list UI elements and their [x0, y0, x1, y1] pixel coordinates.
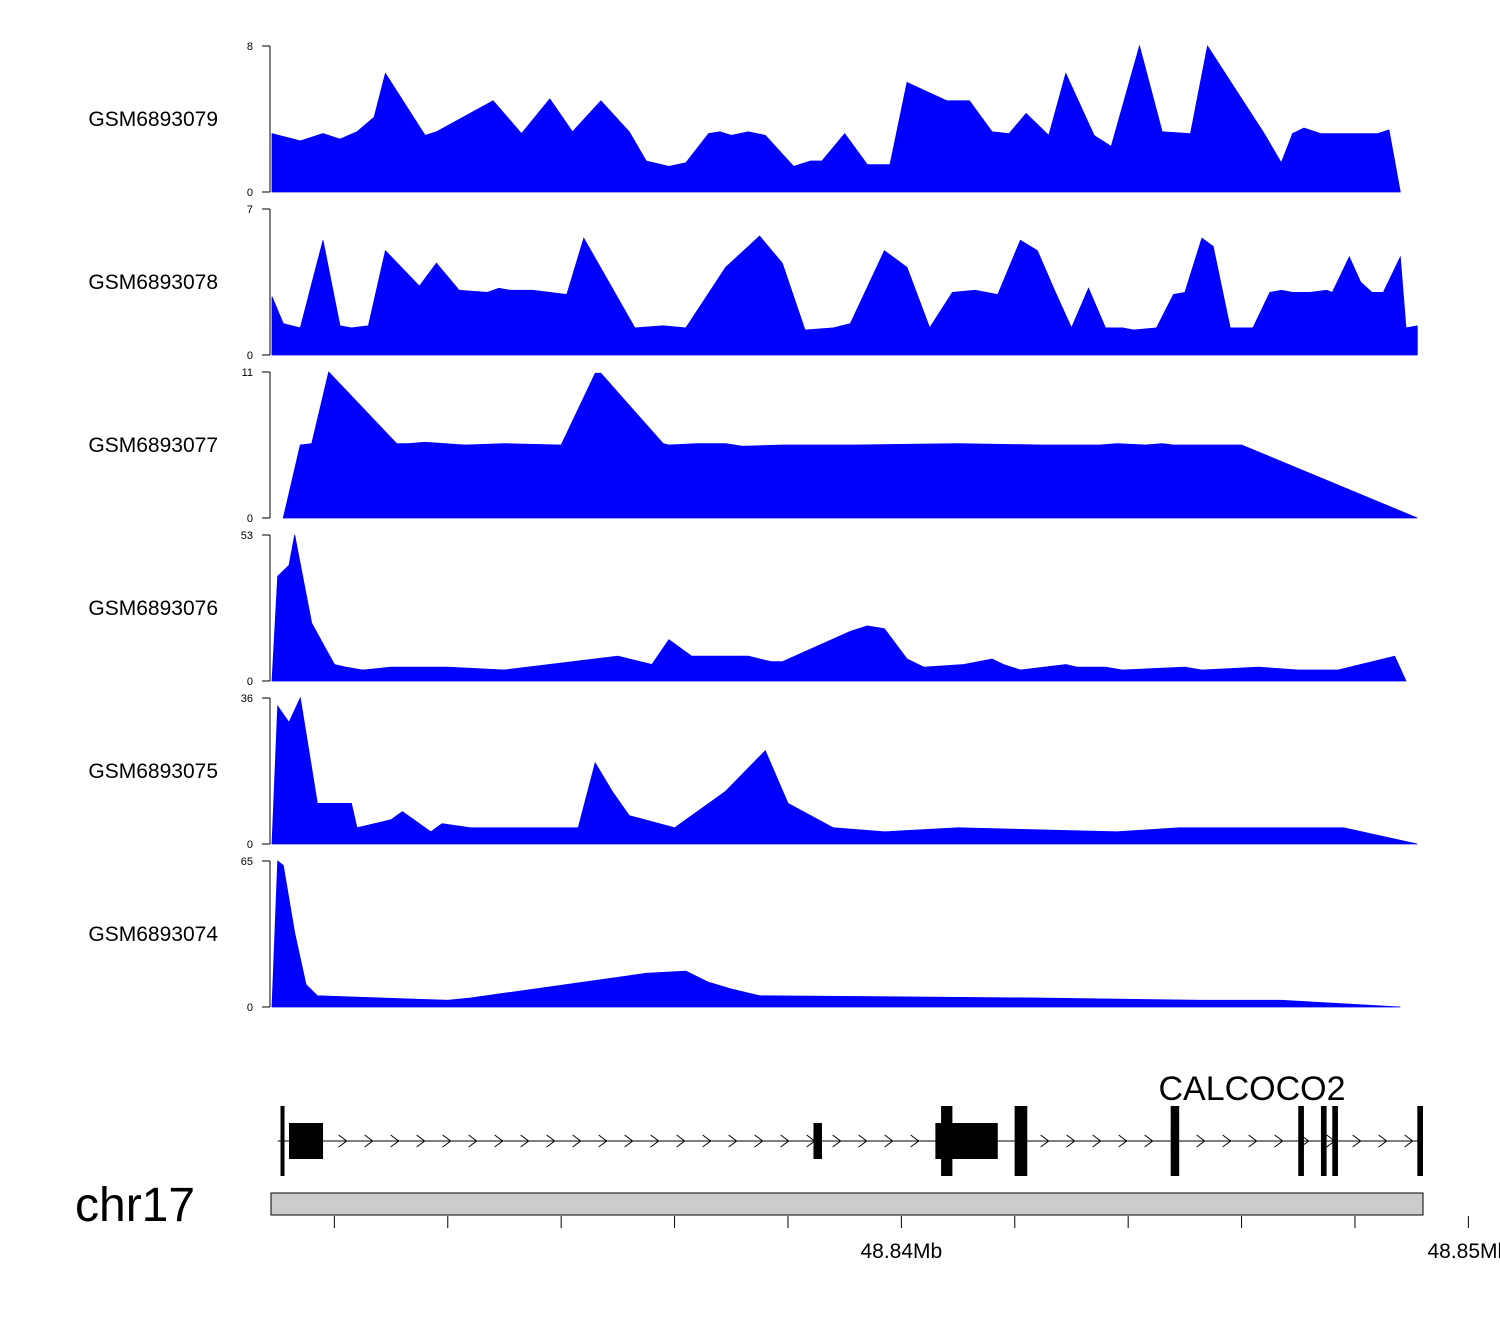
track-label: GSM6893077 [88, 434, 218, 457]
exon-block [1298, 1106, 1304, 1176]
track-GSM6893075: GSM6893075 36 0 [88, 693, 1418, 851]
strand-arrow [390, 1134, 400, 1148]
exon-block [1417, 1106, 1423, 1176]
strand-arrow [1092, 1134, 1102, 1148]
strand-arrow [676, 1134, 686, 1148]
y-tick-label-max: 53 [241, 530, 253, 542]
strand-arrow [1144, 1134, 1154, 1148]
y-tick-label-max: 65 [241, 856, 253, 868]
y-tick-label-min: 0 [247, 676, 253, 688]
track-GSM6893074: GSM6893074 65 0 [88, 856, 1401, 1014]
exon-block [1014, 1106, 1027, 1176]
strand-arrow [416, 1134, 426, 1148]
exon-block [1320, 1106, 1327, 1176]
y-tick-label-max: 7 [247, 204, 253, 216]
chromosome-bar [270, 1192, 1424, 1216]
strand-arrow [1248, 1134, 1258, 1148]
x-tick-label: 48.84Mb [860, 1240, 942, 1263]
chromosome-label: chr17 [75, 1179, 195, 1232]
gene-model-track: CALCOCO2 [277, 1070, 1423, 1176]
x-tick-label: 48.85Mb [1427, 1240, 1500, 1263]
coverage-area [271, 860, 1401, 1008]
coverage-area [271, 696, 1418, 845]
track-label: GSM6893076 [88, 597, 218, 620]
strand-arrow [468, 1134, 478, 1148]
track-label: GSM6893078 [88, 271, 218, 294]
track-GSM6893076: GSM6893076 53 0 [88, 530, 1407, 688]
y-tick-label-max: 8 [247, 41, 253, 53]
strand-arrow [494, 1134, 504, 1148]
y-tick-label-min: 0 [247, 187, 253, 199]
exon-block [289, 1123, 324, 1159]
strand-arrow [624, 1134, 634, 1148]
exon-block [280, 1106, 285, 1176]
exon-block [813, 1123, 822, 1159]
y-tick-label-min: 0 [247, 1002, 253, 1014]
strand-arrow [858, 1134, 868, 1148]
strand-arrow [1040, 1134, 1050, 1148]
track-GSM6893079: GSM6893079 8 0 [88, 41, 1401, 199]
track-label: GSM6893075 [88, 760, 218, 783]
track-GSM6893077: GSM6893077 11 0 [88, 367, 1418, 525]
strand-arrow [1222, 1134, 1232, 1148]
coverage-area [282, 371, 1418, 519]
strand-arrow [364, 1134, 374, 1148]
strand-arrow [338, 1134, 348, 1148]
exon-block [1332, 1106, 1338, 1176]
strand-arrow [650, 1134, 660, 1148]
coverage-area [271, 235, 1418, 356]
track-GSM6893078: GSM6893078 7 0 [88, 204, 1418, 362]
coverage-tracks: GSM689307980GSM689307870GSM6893077110GSM… [88, 41, 1418, 1014]
strand-arrow [728, 1134, 738, 1148]
y-tick-label-max: 11 [242, 367, 253, 379]
strand-arrow [702, 1134, 712, 1148]
y-tick-label-max: 36 [241, 693, 253, 705]
strand-arrow [546, 1134, 556, 1148]
coverage-area [271, 534, 1407, 682]
y-tick-label-min: 0 [247, 350, 253, 362]
y-tick-label-min: 0 [247, 513, 253, 525]
strand-arrow [1378, 1134, 1388, 1148]
exon-block [1170, 1106, 1180, 1176]
strand-arrow [780, 1134, 790, 1148]
strand-arrow [442, 1134, 452, 1148]
strand-arrow [884, 1134, 894, 1148]
exon-block [941, 1106, 953, 1176]
strand-arrow [1196, 1134, 1206, 1148]
gene-label: CALCOCO2 [1158, 1070, 1345, 1108]
ideogram-axis: chr17 48.84Mb 48.85Mb [75, 1179, 1500, 1263]
strand-arrow [1066, 1134, 1076, 1148]
strand-arrow [1118, 1134, 1128, 1148]
strand-arrow [1404, 1134, 1414, 1148]
track-label: GSM6893079 [88, 108, 218, 131]
strand-arrow [910, 1134, 920, 1148]
strand-arrow [598, 1134, 608, 1148]
strand-arrow [754, 1134, 764, 1148]
strand-arrow [1274, 1134, 1284, 1148]
track-label: GSM6893074 [88, 923, 218, 946]
y-tick-label-min: 0 [247, 839, 253, 851]
coverage-area [271, 44, 1401, 193]
strand-arrow [1352, 1134, 1362, 1148]
strand-arrow [832, 1134, 842, 1148]
strand-arrow [572, 1134, 582, 1148]
strand-arrow [520, 1134, 530, 1148]
